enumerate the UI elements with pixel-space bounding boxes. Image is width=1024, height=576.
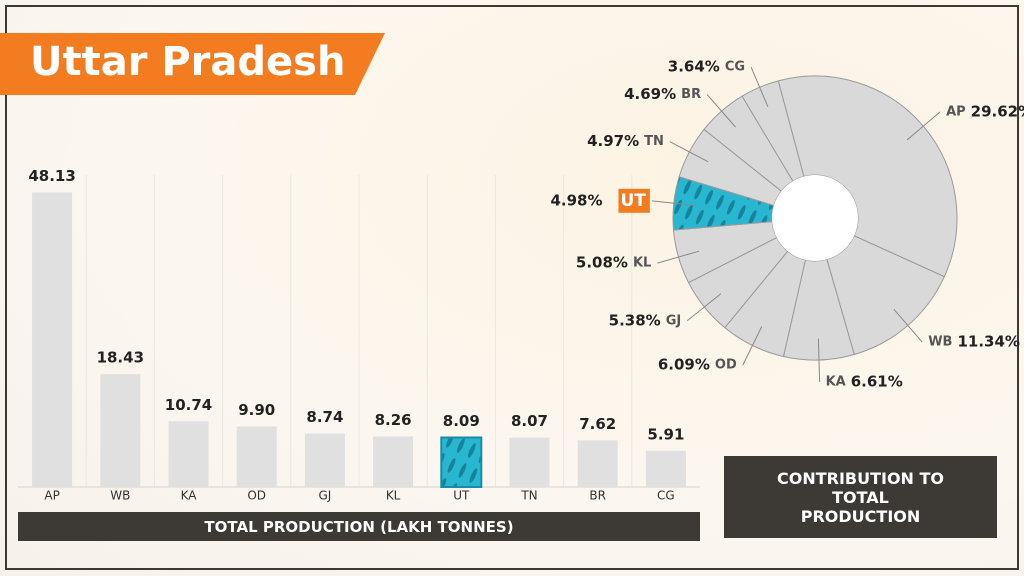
bar <box>373 436 414 487</box>
leader-line <box>906 111 941 141</box>
frame <box>5 5 1019 570</box>
leader-line <box>750 66 769 108</box>
bar <box>440 436 483 488</box>
pie-category: UT <box>620 191 646 211</box>
x-tick-label: OD <box>247 489 266 503</box>
value-label: 48.13 <box>28 167 75 185</box>
x-tick-label: GJ <box>318 489 331 503</box>
highlight-box <box>618 188 650 213</box>
pie-value-label: 3.64% <box>668 57 720 75</box>
leader-line <box>686 293 722 322</box>
x-tick-label: BR <box>589 489 606 503</box>
x-tick-label: AP <box>44 489 59 503</box>
pie-value-label: 6.09% <box>658 356 710 374</box>
pie-value-label: 4.98% <box>550 191 602 209</box>
pie-title: CONTRIBUTION TO TOTAL PRODUCTION <box>724 456 997 538</box>
x-tick-label: CG <box>657 489 675 503</box>
pie-category: KA <box>826 374 846 389</box>
pie-value-label: 11.34% <box>957 333 1019 351</box>
leader-line <box>893 309 923 343</box>
leader-line <box>706 94 736 128</box>
bar <box>168 421 209 487</box>
leader-line <box>651 200 696 206</box>
value-label: 8.74 <box>306 408 343 426</box>
bar-axis-label: TOTAL PRODUCTION (LAKH TONNES) <box>18 512 700 541</box>
bar <box>509 437 550 487</box>
bar <box>645 450 686 487</box>
bar <box>577 440 618 487</box>
leader-line <box>669 141 709 163</box>
pie-category: TN <box>644 134 664 149</box>
pie-category: OD <box>715 358 737 373</box>
pie-value-label: 4.69% <box>624 85 676 103</box>
x-tick-label: TN <box>520 489 537 503</box>
bar <box>32 192 73 487</box>
value-label: 8.09 <box>443 412 480 430</box>
bar <box>236 426 277 487</box>
x-tick-label: UT <box>453 489 470 503</box>
donut-hole <box>772 175 858 261</box>
x-tick-label: WB <box>110 489 130 503</box>
leader-line <box>817 338 821 382</box>
value-label: 10.74 <box>165 396 212 414</box>
page-title: Uttar Pradesh <box>30 39 345 85</box>
title-banner <box>0 33 385 95</box>
pie-value-label: 29.62% <box>971 102 1024 120</box>
pie-category: AP <box>946 104 966 119</box>
leader-line <box>742 326 763 366</box>
pie-category: GJ <box>666 313 682 328</box>
pie-category: CG <box>725 59 745 74</box>
pie-value-label: 4.97% <box>587 132 639 150</box>
leader-line <box>657 250 700 264</box>
pie-category: BR <box>681 87 701 102</box>
pie-value-label: 5.38% <box>609 311 661 329</box>
value-label: 7.62 <box>579 415 616 433</box>
pie-category: KL <box>633 256 651 271</box>
value-label: 18.43 <box>97 349 144 367</box>
pie-value-label: 6.61% <box>851 372 903 390</box>
bar <box>304 433 345 487</box>
value-label: 5.91 <box>647 425 684 443</box>
bar <box>100 374 141 487</box>
x-tick-label: KA <box>181 489 198 503</box>
value-label: 8.07 <box>511 412 548 430</box>
value-label: 9.90 <box>238 401 275 419</box>
pie-value-label: 5.08% <box>576 254 628 272</box>
pie-category: WB <box>928 335 952 350</box>
x-tick-label: KL <box>386 489 401 503</box>
value-label: 8.26 <box>375 411 412 429</box>
